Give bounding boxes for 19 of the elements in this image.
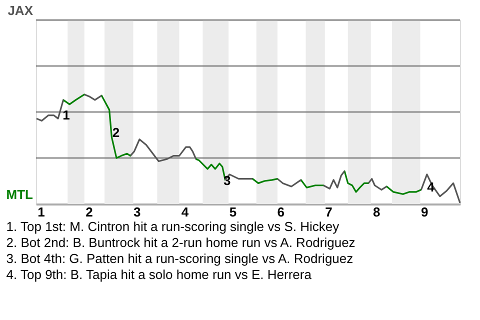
text: 1. Top 1st: M. Cintron hit a run-scoring single vs S. Hickey [6,219,340,234]
x-tick-label: 3 [133,204,141,220]
text: 2. Bot 2nd: B. Buntrock hit a 2-run home run vs A. Rodriguez [6,235,356,250]
x-tick-label: 5 [229,204,237,220]
annotation: 2 [112,124,120,140]
x-tick-label: 9 [420,204,428,220]
text: 3. Bot 4th: G. Patten hit a run-scoring single vs A. Rodriguez [6,251,354,266]
x-tick-label: 6 [277,204,284,220]
x-tick-label: 2 [86,204,93,220]
annotation: 3 [224,173,231,188]
x-tick-label: 8 [373,204,380,220]
text: MTL [6,187,34,202]
text: 4. Top 9th: B. Tapia hit a solo home run vs E. Herrera [6,267,312,282]
text: JAX [8,3,34,18]
x-tick-label: 7 [325,204,332,220]
x-tick-label: 1 [38,204,45,220]
x-tick-label: 4 [181,204,190,220]
annotation: 4 [427,180,436,195]
annotation: 1 [62,107,70,122]
